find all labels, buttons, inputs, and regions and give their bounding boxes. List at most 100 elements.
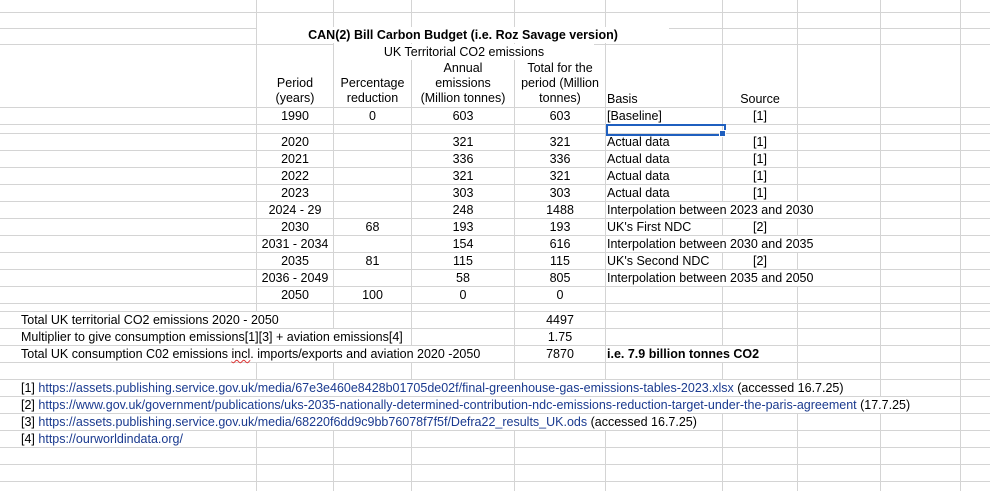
header-basis[interactable]: Basis bbox=[607, 91, 638, 107]
cell-total[interactable]: 1488 bbox=[546, 203, 574, 217]
summary-consumption-label[interactable]: Total UK consumption C02 emissions incl.… bbox=[21, 346, 481, 362]
summary-consumption-note[interactable]: i.e. 7.9 billion tonnes CO2 bbox=[607, 346, 760, 362]
cell-annual[interactable]: 321 bbox=[452, 169, 474, 183]
cell-annual[interactable]: 154 bbox=[452, 237, 474, 251]
cell-period[interactable]: 2021 bbox=[281, 152, 309, 166]
summary-multiplier-label[interactable]: Multiplier to give consumption emissions… bbox=[21, 329, 403, 345]
row-gridline bbox=[0, 133, 990, 134]
cell-basis[interactable]: Actual data bbox=[607, 134, 670, 150]
cell-total[interactable]: 303 bbox=[549, 186, 571, 200]
reference-link[interactable]: https://ourworldindata.org/ bbox=[38, 432, 183, 446]
row-gridline bbox=[0, 252, 990, 253]
row-gridline bbox=[0, 218, 990, 219]
cell-annual[interactable]: 321 bbox=[452, 135, 474, 149]
summary-total-territorial-value[interactable]: 4497 bbox=[546, 313, 574, 327]
reference-line: [2] https://www.gov.uk/government/public… bbox=[21, 397, 911, 413]
row-gridline bbox=[0, 184, 990, 185]
row-gridline bbox=[0, 481, 990, 482]
fill-handle[interactable] bbox=[719, 130, 726, 137]
summary-multiplier-value[interactable]: 1.75 bbox=[547, 330, 573, 344]
cell-total[interactable]: 805 bbox=[549, 271, 571, 285]
cell-annual[interactable]: 115 bbox=[453, 254, 473, 268]
header-percentage-reduction[interactable]: Percentage reduction bbox=[334, 76, 411, 106]
cell-annual[interactable]: 248 bbox=[452, 203, 474, 217]
cell-period[interactable]: 2036 - 2049 bbox=[261, 271, 329, 285]
cell-percentage[interactable]: 81 bbox=[365, 254, 380, 268]
cell-source[interactable]: [1] bbox=[753, 152, 767, 166]
column-gridline bbox=[960, 0, 961, 491]
cell-annual[interactable]: 58 bbox=[456, 271, 470, 285]
header-period[interactable]: Period (years) bbox=[257, 76, 333, 106]
cell-total[interactable]: 603 bbox=[549, 109, 571, 123]
summary-total-territorial-label[interactable]: Total UK territorial CO2 emissions 2020 … bbox=[21, 312, 279, 328]
cell-period[interactable]: 2035 bbox=[281, 254, 309, 268]
cell-basis[interactable]: Actual data bbox=[607, 151, 670, 167]
row-gridline bbox=[0, 235, 990, 236]
cell-total[interactable]: 321 bbox=[549, 135, 571, 149]
cell-selection-cursor[interactable] bbox=[606, 124, 726, 136]
cell-basis[interactable]: Actual data bbox=[607, 168, 670, 184]
cell-annual[interactable]: 193 bbox=[452, 220, 474, 234]
cell-basis[interactable]: [Baseline] bbox=[607, 108, 662, 124]
cell-period[interactable]: 2031 - 2034 bbox=[261, 237, 329, 251]
sheet-title[interactable]: CAN(2) Bill Carbon Budget (i.e. Roz Sava… bbox=[257, 27, 669, 43]
sheet-subtitle[interactable]: UK Territorial CO2 emissions bbox=[334, 44, 594, 60]
cell-period[interactable]: 2023 bbox=[281, 186, 309, 200]
row-gridline bbox=[0, 345, 990, 346]
cell-period[interactable]: 2020 bbox=[281, 135, 309, 149]
row-gridline bbox=[0, 413, 990, 414]
cell-total[interactable]: 616 bbox=[549, 237, 571, 251]
reference-link[interactable]: https://www.gov.uk/government/publicatio… bbox=[38, 398, 857, 412]
cell-source[interactable]: [2] bbox=[753, 254, 767, 268]
column-gridline bbox=[514, 0, 515, 491]
row-gridline bbox=[0, 430, 990, 431]
header-annual-emissions[interactable]: Annual emissions (Million tonnes) bbox=[412, 61, 514, 106]
cell-basis[interactable]: Interpolation between 2023 and 2030 bbox=[607, 202, 814, 218]
reference-accessed: (17.7.25) bbox=[860, 398, 911, 412]
reference-link[interactable]: https://assets.publishing.service.gov.uk… bbox=[38, 415, 588, 429]
cell-basis[interactable]: Interpolation between 2030 and 2035 bbox=[607, 236, 814, 252]
row-gridline bbox=[0, 167, 990, 168]
header-period-line2: (years) bbox=[275, 91, 315, 105]
cell-total[interactable]: 321 bbox=[549, 169, 571, 183]
cell-basis[interactable]: Actual data bbox=[607, 185, 670, 201]
cell-annual[interactable]: 603 bbox=[452, 109, 474, 123]
cell-source[interactable]: [1] bbox=[753, 135, 767, 149]
header-annual-line3: (Million tonnes) bbox=[420, 91, 506, 105]
cell-source[interactable]: [1] bbox=[753, 109, 767, 123]
cell-percentage[interactable]: 0 bbox=[369, 109, 376, 123]
cell-period[interactable]: 2024 - 29 bbox=[268, 203, 322, 217]
header-source[interactable]: Source bbox=[723, 91, 797, 107]
cell-annual[interactable]: 336 bbox=[452, 152, 474, 166]
reference-tag: [4] bbox=[21, 432, 35, 446]
cell-basis[interactable]: Interpolation between 2035 and 2050 bbox=[607, 270, 814, 286]
header-total-line3: tonnes) bbox=[539, 91, 581, 105]
row-gridline bbox=[0, 447, 990, 448]
reference-tag: [3] bbox=[21, 415, 35, 429]
cell-source[interactable]: [1] bbox=[753, 186, 767, 200]
cell-annual[interactable]: 0 bbox=[459, 288, 467, 302]
cell-annual[interactable]: 303 bbox=[452, 186, 474, 200]
cell-percentage[interactable]: 68 bbox=[365, 220, 380, 234]
row-gridline bbox=[0, 464, 990, 465]
cell-total[interactable]: 115 bbox=[550, 254, 570, 268]
header-period-total[interactable]: Total for the period (Million tonnes) bbox=[515, 61, 605, 106]
cell-total[interactable]: 336 bbox=[549, 152, 571, 166]
cell-source[interactable]: [1] bbox=[753, 169, 767, 183]
cell-percentage[interactable]: 100 bbox=[362, 288, 383, 302]
cell-period[interactable]: 1990 bbox=[281, 109, 309, 123]
cell-total[interactable]: 0 bbox=[556, 288, 564, 302]
cell-basis[interactable]: UK's First NDC bbox=[607, 219, 692, 235]
cell-period[interactable]: 2022 bbox=[281, 169, 309, 183]
column-gridline bbox=[411, 0, 412, 491]
cell-total[interactable]: 193 bbox=[549, 220, 571, 234]
reference-link[interactable]: https://assets.publishing.service.gov.uk… bbox=[38, 381, 734, 395]
cell-basis[interactable]: UK's Second NDC bbox=[607, 253, 710, 269]
cell-source[interactable]: [2] bbox=[753, 220, 767, 234]
reference-accessed: (accessed 16.7.25) bbox=[737, 381, 844, 395]
cell-period[interactable]: 2050 bbox=[281, 288, 309, 302]
summary-consumption-value[interactable]: 7870 bbox=[546, 347, 574, 361]
row-gridline bbox=[0, 362, 990, 363]
cell-period[interactable]: 2030 bbox=[281, 220, 309, 234]
